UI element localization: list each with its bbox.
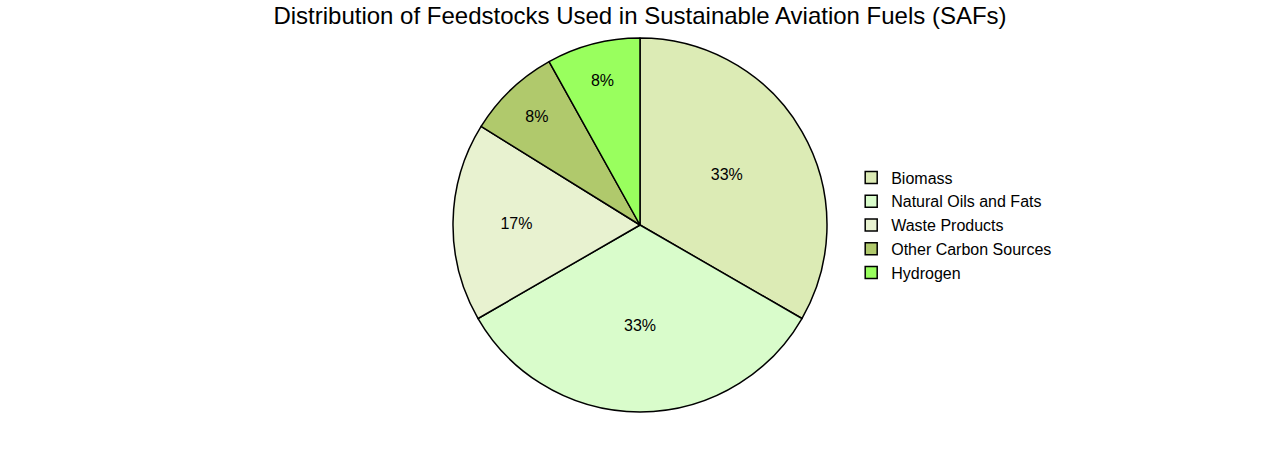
- svg-text:Distribution of Feedstocks Use: Distribution of Feedstocks Used in Susta…: [273, 2, 1006, 29]
- svg-text:17%: 17%: [500, 215, 532, 232]
- svg-text:Natural Oils and Fats: Natural Oils and Fats: [891, 193, 1041, 210]
- svg-text:Biomass: Biomass: [891, 170, 952, 187]
- svg-text:8%: 8%: [591, 72, 614, 89]
- svg-text:33%: 33%: [711, 166, 743, 183]
- svg-text:8%: 8%: [525, 108, 548, 125]
- svg-text:Waste Products: Waste Products: [891, 217, 1003, 234]
- svg-text:Other Carbon Sources: Other Carbon Sources: [891, 241, 1051, 258]
- svg-text:33%: 33%: [624, 317, 656, 334]
- svg-text:Hydrogen: Hydrogen: [891, 265, 960, 282]
